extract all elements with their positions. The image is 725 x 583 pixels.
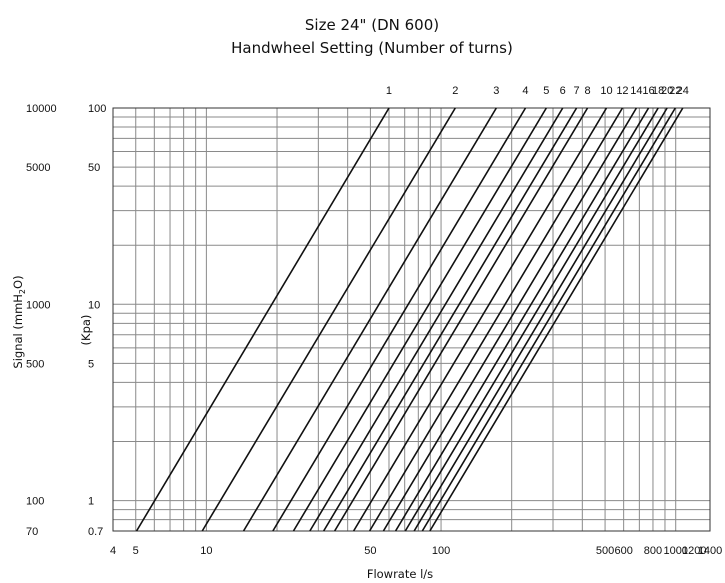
series-line-6 [309, 107, 564, 532]
series-line-24 [429, 107, 684, 532]
y-tick-label-mmh2o: 500 [26, 358, 44, 370]
x-tick-label: 1400 [698, 545, 722, 557]
y-tick-label-kpa: 1 [88, 496, 94, 508]
series-line-8 [333, 107, 589, 532]
series-line-5 [292, 107, 548, 532]
series-line-2 [201, 107, 456, 532]
chart-subtitle: Handwheel Setting (Number of turns) [231, 39, 513, 57]
x-tick-label: 10 [200, 545, 212, 557]
y-tick-label-kpa: 5 [88, 358, 94, 370]
series-label-4: 4 [522, 85, 528, 97]
series-label-12: 12 [616, 85, 628, 97]
y-tick-label-kpa: 50 [88, 162, 100, 174]
series-label-14: 14 [630, 85, 642, 97]
y-tick-label-mmh2o: 5000 [26, 162, 50, 174]
series-line-22 [421, 107, 676, 532]
x-tick-label: 600 [614, 545, 632, 557]
x-tick-label: 1000 [663, 545, 687, 557]
y-tick-label-kpa: 0.7 [88, 526, 103, 538]
series-line-14 [382, 107, 638, 532]
series-line-20 [413, 107, 668, 532]
x-tick-label: 5 [133, 545, 139, 557]
series-label-7: 7 [573, 85, 579, 97]
x-tick-label: 500 [596, 545, 614, 557]
x-tick-label: 800 [644, 545, 662, 557]
y-tick-labels-kpa: 100 50 10 5 1 0.7 [88, 103, 106, 538]
series-line-10 [352, 107, 608, 532]
series-label-20: 20 [661, 85, 673, 97]
x-tick-label: 100 [432, 545, 450, 557]
series-label-16: 16 [642, 85, 654, 97]
series-line-16 [394, 107, 650, 532]
x-tick-label: 1200 [682, 545, 706, 557]
y-tick-label-mmh2o: 100 [26, 496, 44, 508]
series-line-4 [272, 107, 527, 532]
y-tick-label-mmh2o: 1000 [26, 299, 50, 311]
y-axis-label-kpa: (Kpa) [79, 315, 93, 346]
series-label-24: 24 [677, 85, 689, 97]
series-label-2: 2 [452, 85, 458, 97]
series-line-12 [368, 107, 624, 532]
series-label-3: 3 [493, 85, 499, 97]
series-label-18: 18 [652, 85, 664, 97]
series-label-1: 1 [386, 85, 392, 97]
series-label-8: 8 [584, 85, 590, 97]
series-line-18 [404, 107, 659, 532]
y-tick-label-kpa: 10 [88, 299, 100, 311]
y-tick-label-mmh2o: 70 [26, 526, 38, 538]
series-line-3 [242, 107, 498, 532]
series-line-1 [135, 107, 390, 532]
series-label-6: 6 [560, 85, 566, 97]
y-tick-label-mmh2o: 10000 [26, 103, 57, 115]
series-line-7 [322, 107, 578, 532]
series-lines [135, 107, 684, 532]
y-tick-labels-mmh2o: 10000 5000 1000 500 100 70 [26, 103, 57, 538]
x-tick-label: 50 [364, 545, 376, 557]
y-axis-label-signal: Signal (mmH2O) [11, 275, 27, 368]
y-tick-label-kpa: 100 [88, 103, 106, 115]
x-axis-label: Flowrate l/s [367, 567, 433, 581]
chart-title: Size 24" (DN 600) [305, 16, 439, 34]
series-label-22: 22 [669, 85, 681, 97]
series-label-5: 5 [543, 85, 549, 97]
plot-frame [112, 107, 711, 532]
x-tick-label: 4 [110, 545, 116, 557]
series-label-10: 10 [600, 85, 612, 97]
